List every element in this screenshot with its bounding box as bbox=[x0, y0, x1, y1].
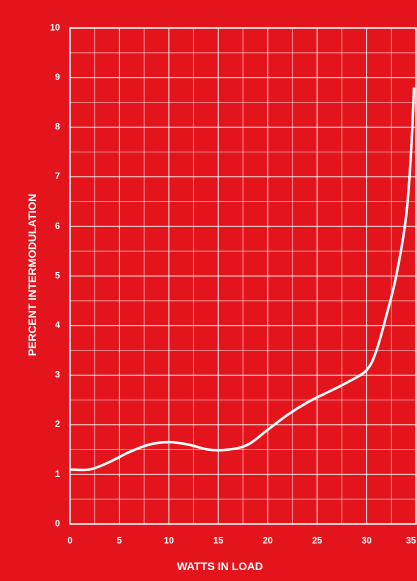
x-tick-label: 25 bbox=[312, 535, 322, 545]
x-tick-label: 10 bbox=[164, 535, 174, 545]
y-tick-label: 1 bbox=[55, 469, 60, 479]
x-tick-label: 5 bbox=[117, 535, 122, 545]
y-tick-label: 7 bbox=[55, 171, 60, 181]
x-axis-title: WATTS IN LOAD bbox=[177, 561, 263, 573]
x-tick-label: 15 bbox=[213, 535, 223, 545]
y-tick-label: 2 bbox=[55, 419, 60, 429]
y-tick-label: 4 bbox=[55, 320, 60, 330]
y-tick-label: 5 bbox=[55, 270, 60, 280]
x-tick-label: 30 bbox=[362, 535, 372, 545]
y-tick-label: 8 bbox=[55, 122, 60, 132]
data-line bbox=[69, 87, 416, 472]
y-tick-label: 3 bbox=[55, 370, 60, 380]
x-tick-label: 0 bbox=[67, 535, 72, 545]
y-tick-label: 0 bbox=[55, 518, 60, 528]
y-axis-title: PERCENT INTERMODULATION bbox=[27, 194, 39, 356]
y-tick-label: 6 bbox=[55, 221, 60, 231]
plot-frame bbox=[69, 27, 417, 525]
x-tick-label: 35 bbox=[406, 535, 416, 545]
x-tick-label: 20 bbox=[263, 535, 273, 545]
y-tick-label: 10 bbox=[50, 22, 60, 32]
y-tick-label: 9 bbox=[55, 72, 60, 82]
